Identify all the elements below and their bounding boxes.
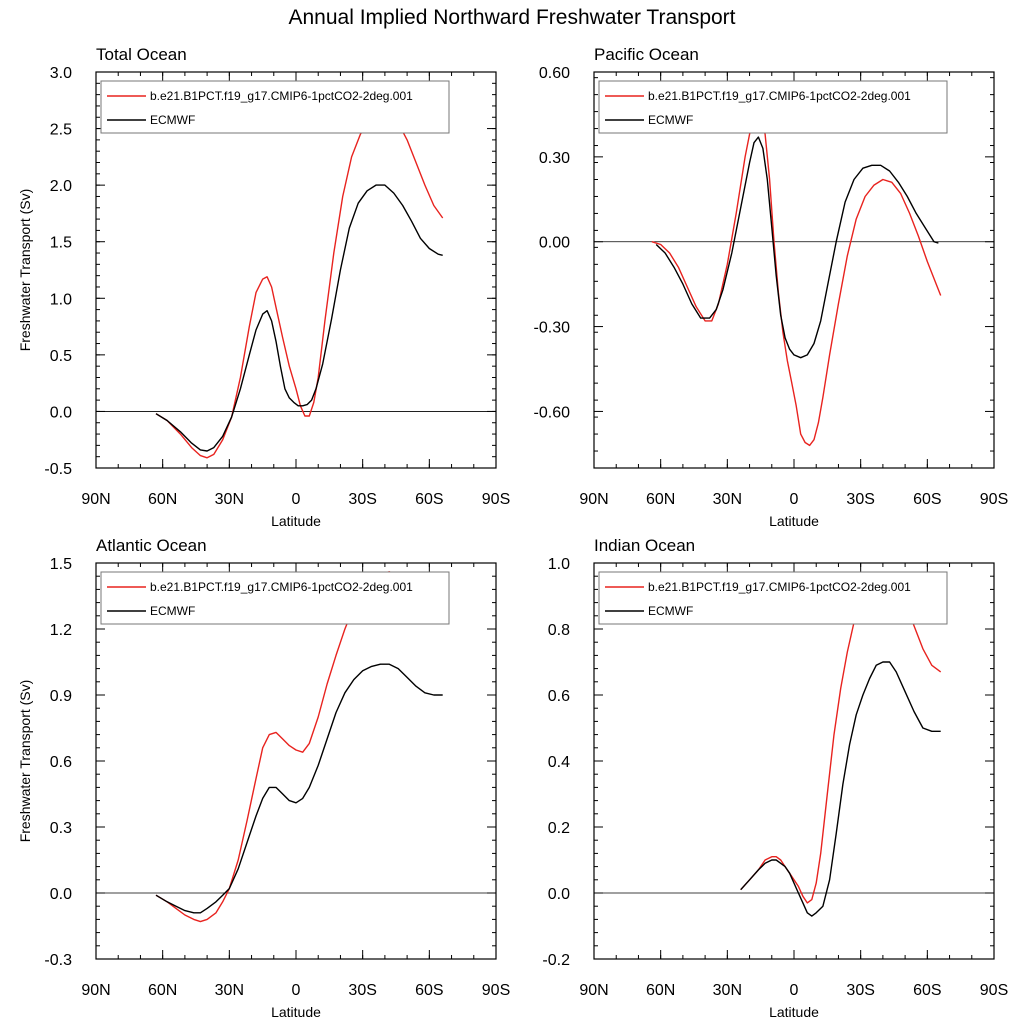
- legend: b.e21.B1PCT.f19_g17.CMIP6-1pctCO2-2deg.0…: [100, 571, 450, 625]
- plot-frame: [95, 71, 497, 469]
- x-axis-title: Latitude: [271, 513, 321, 529]
- x-tick-label: 30S: [348, 982, 376, 999]
- y-axis-title: Freshwater Transport (Sv): [17, 189, 33, 352]
- x-tick-label: 30S: [348, 491, 376, 508]
- series-line-model: [740, 575, 942, 904]
- legend-label: ECMWF: [150, 604, 195, 618]
- panel-title: Atlantic Ocean: [96, 536, 207, 555]
- plot-frame: [95, 562, 497, 960]
- legend-label: ECMWF: [150, 113, 195, 127]
- legend-box: [100, 80, 450, 134]
- legend-label: b.e21.B1PCT.f19_g17.CMIP6-1pctCO2-2deg.0…: [150, 89, 413, 103]
- y-tick-label: 0.6: [50, 754, 72, 771]
- y-tick-label: 0.0: [50, 404, 72, 421]
- series-line-ecmwf: [155, 184, 443, 452]
- series-line-ecmwf: [155, 663, 443, 914]
- chart-panel-4: -0.2 0.0 0.2 0.4 0.6 0.8 1.0 90N 60N 30N 0 30S 60S 90…: [542, 536, 1008, 1020]
- x-tick-label: 30N: [713, 982, 742, 999]
- y-tick-label: 0.4: [548, 754, 570, 771]
- x-tick-label: 30N: [215, 491, 244, 508]
- x-tick-label: 90S: [980, 491, 1008, 508]
- figure-title: Annual Implied Northward Freshwater Tran…: [288, 6, 736, 29]
- legend-label: ECMWF: [648, 604, 693, 618]
- y-tick-label: 3.0: [50, 65, 72, 82]
- x-tick-label: 30S: [846, 982, 874, 999]
- chart-panel-2: -0.60 -0.30 0.00 0.30 0.60 90N 60N 30N 0 30S 60S 90…: [534, 45, 1009, 529]
- legend-label: ECMWF: [648, 113, 693, 127]
- y-tick-label: 0.0: [50, 886, 72, 903]
- x-tick-label: 60S: [913, 982, 941, 999]
- chart-panel-3: -0.3 0.0 0.3 0.6 0.9 1.2 1.5 90N 60N 30N 0 30S 60S 90…: [17, 536, 510, 1020]
- legend-label: b.e21.B1PCT.f19_g17.CMIP6-1pctCO2-2deg.0…: [150, 580, 413, 594]
- y-tick-label: 0.00: [539, 235, 570, 252]
- x-axis-title: Latitude: [271, 1004, 321, 1020]
- y-tick-label: -0.2: [542, 952, 570, 969]
- legend-label: b.e21.B1PCT.f19_g17.CMIP6-1pctCO2-2deg.0…: [648, 89, 911, 103]
- x-tick-label: 60N: [148, 491, 177, 508]
- x-tick-label: 0: [292, 982, 301, 999]
- legend: b.e21.B1PCT.f19_g17.CMIP6-1pctCO2-2deg.0…: [598, 571, 948, 625]
- y-tick-label: -0.30: [534, 320, 571, 337]
- y-tick-label: 1.0: [50, 291, 72, 308]
- panel-title: Total Ocean: [96, 45, 187, 64]
- plot-frame: [593, 562, 995, 960]
- x-tick-label: 90N: [81, 982, 110, 999]
- legend-label: b.e21.B1PCT.f19_g17.CMIP6-1pctCO2-2deg.0…: [648, 580, 911, 594]
- x-tick-label: 60N: [646, 982, 675, 999]
- series-line-model: [651, 110, 942, 447]
- y-tick-label: -0.3: [44, 952, 72, 969]
- x-tick-label: 90S: [980, 982, 1008, 999]
- x-tick-label: 60N: [646, 491, 675, 508]
- x-tick-label: 90S: [482, 491, 510, 508]
- x-tick-label: 60S: [415, 982, 443, 999]
- legend-box: [100, 571, 450, 625]
- chart-panel-1: -0.5 0.0 0.5 1.0 1.5 2.0 2.5 3.0 90N 60N 30N 0 30S 60…: [17, 45, 510, 529]
- x-tick-label: 0: [790, 982, 799, 999]
- y-tick-label: 1.5: [50, 235, 72, 252]
- series-line-ecmwf: [655, 136, 939, 359]
- x-tick-label: 90N: [579, 491, 608, 508]
- x-axis-title: Latitude: [769, 1004, 819, 1020]
- y-tick-label: 0.60: [539, 65, 570, 82]
- x-tick-label: 90S: [482, 982, 510, 999]
- legend: b.e21.B1PCT.f19_g17.CMIP6-1pctCO2-2deg.0…: [598, 80, 948, 134]
- legend-box: [598, 80, 948, 134]
- x-tick-label: 0: [790, 491, 799, 508]
- y-tick-label: 0.8: [548, 622, 570, 639]
- x-tick-label: 90N: [81, 491, 110, 508]
- y-axis-title: Freshwater Transport (Sv): [17, 680, 33, 843]
- x-tick-label: 30S: [846, 491, 874, 508]
- series-line-ecmwf: [740, 661, 941, 917]
- x-tick-label: 60N: [148, 982, 177, 999]
- y-tick-label: 1.0: [548, 556, 570, 573]
- y-tick-label: 0.0: [548, 886, 570, 903]
- x-tick-label: 30N: [713, 491, 742, 508]
- y-tick-label: 0.9: [50, 688, 72, 705]
- y-tick-label: 0.6: [548, 688, 570, 705]
- y-tick-label: 2.0: [50, 178, 72, 195]
- x-tick-label: 30N: [215, 982, 244, 999]
- y-tick-label: 0.30: [539, 150, 570, 167]
- y-tick-label: 1.5: [50, 556, 72, 573]
- y-tick-label: -0.5: [44, 461, 72, 478]
- y-tick-label: 0.3: [50, 820, 72, 837]
- y-tick-label: 2.5: [50, 122, 72, 139]
- x-tick-label: 60S: [913, 491, 941, 508]
- panel-title: Pacific Ocean: [594, 45, 699, 64]
- legend-box: [598, 571, 948, 625]
- panel-title: Indian Ocean: [594, 536, 695, 555]
- plot-frame: [593, 71, 995, 469]
- y-tick-label: 0.2: [548, 820, 570, 837]
- y-tick-label: 0.5: [50, 348, 72, 365]
- legend: b.e21.B1PCT.f19_g17.CMIP6-1pctCO2-2deg.0…: [100, 80, 450, 134]
- y-tick-label: -0.60: [534, 404, 571, 421]
- x-tick-label: 90N: [579, 982, 608, 999]
- x-tick-label: 0: [292, 491, 301, 508]
- x-tick-label: 60S: [415, 491, 443, 508]
- x-axis-title: Latitude: [769, 513, 819, 529]
- y-tick-label: 1.2: [50, 622, 72, 639]
